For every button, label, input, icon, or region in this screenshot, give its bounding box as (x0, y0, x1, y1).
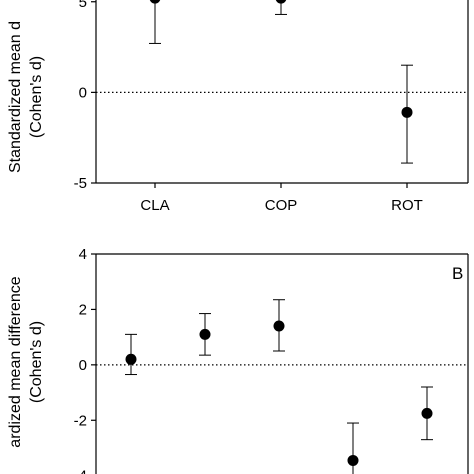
panel-a-axes: -5 0 5 (74, 0, 469, 192)
panel-a-x-tick-label-cla: CLA (140, 197, 169, 214)
panel-b-data-point (199, 328, 211, 340)
panel-b-point-group (273, 299, 285, 352)
panel-a-x-tick-labels: CLA COP ROT (140, 197, 422, 214)
panel-a-y-tick-label: 5 (79, 0, 87, 11)
panel-b-point-group (125, 333, 137, 376)
panel-b: ardized mean difference (Cohen's d) B -4… (7, 246, 469, 474)
panel-a-x-tick-label-rot: ROT (391, 197, 423, 214)
panel-a-data-point (149, 0, 161, 4)
panel-b-y-tick-label: 4 (79, 246, 87, 263)
panel-a-data-point (401, 106, 413, 118)
panel-b-y-tick-label: 2 (79, 301, 87, 318)
panel-b-axes: -4 -2 0 2 4 (74, 246, 469, 474)
panel-b-label: B (452, 264, 463, 283)
panel-b-y-tick-label: 0 (79, 357, 87, 374)
panel-a-ylabel-line1: Standardized mean d (7, 21, 24, 173)
panel-a-y-tick-label: 0 (79, 84, 87, 101)
panel-a-y-tick-label: -5 (74, 175, 87, 192)
panel-b-ylabel-line1: ardized mean difference (7, 276, 24, 447)
panel-a-marks (149, 0, 413, 164)
panel-b-data-point (125, 353, 137, 365)
panel-b-point-group (421, 386, 433, 441)
panel-a-ylabel: Standardized mean d (Cohen's d) (7, 21, 45, 173)
panel-a-point-group (275, 0, 287, 15)
panel-b-marks (125, 299, 433, 474)
panel-b-data-point (421, 407, 433, 419)
panel-a-point-group (401, 64, 413, 164)
panel-b-point-group (347, 422, 359, 474)
panel-b-data-point (347, 454, 359, 466)
panel-b-point-group (199, 313, 211, 356)
panel-b-ylabel: ardized mean difference (Cohen's d) (7, 276, 45, 447)
panel-a: Standardized mean d (Cohen's d) -5 0 5 CLA… (7, 0, 469, 214)
panel-a-point-group (149, 0, 161, 44)
panel-b-y-tick-label: -4 (74, 468, 87, 474)
panel-a-data-point (275, 0, 287, 4)
panel-a-x-tick-label-cop: COP (265, 197, 298, 214)
panel-b-ylabel-line2: (Cohen's d) (28, 321, 45, 403)
panel-a-ylabel-line2: (Cohen's d) (28, 56, 45, 138)
panel-b-y-tick-label: -2 (74, 412, 87, 429)
panel-b-data-point (273, 320, 285, 332)
